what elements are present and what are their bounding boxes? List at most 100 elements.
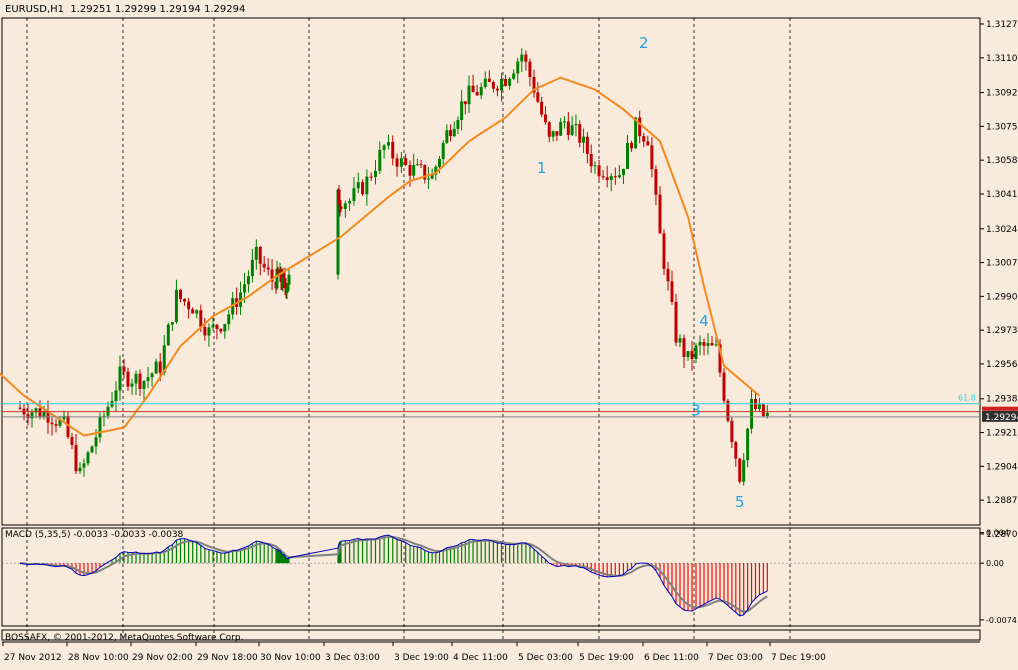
candle-bearish: [650, 145, 654, 170]
ohlc-label: 1.29251 1.29299 1.29194 1.29294: [70, 4, 246, 15]
price-tick-label: 1.30585: [986, 156, 1018, 166]
price-tick-label: 1.30755: [986, 122, 1018, 132]
candle-bullish: [78, 467, 82, 472]
symbol-header: EURUSD,H1 1.29251 1.29299 1.29194 1.2929…: [5, 4, 245, 15]
time-tick-label: 29 Nov 02:00: [132, 653, 193, 663]
candle-bullish: [378, 149, 382, 171]
candle-bearish: [536, 92, 540, 102]
candle-bullish: [174, 289, 178, 323]
fib-level-label: 61.8: [958, 394, 976, 403]
candle-bullish: [574, 124, 578, 126]
candle-bearish: [666, 268, 670, 282]
candle-bullish: [286, 284, 290, 288]
candle-bearish: [463, 101, 467, 105]
candle-bearish: [722, 372, 726, 401]
candle-bullish: [275, 268, 279, 289]
candle-bearish: [475, 92, 479, 96]
candle-bearish: [738, 458, 742, 482]
candle-bearish: [646, 141, 650, 146]
candle-bullish: [211, 324, 215, 328]
candle-bullish: [678, 338, 682, 343]
candle-bullish: [231, 298, 235, 315]
candle-bearish: [630, 142, 634, 149]
macd-main-line: [19, 534, 768, 617]
time-tick-label: 28 Nov 10:00: [68, 653, 129, 663]
candle-bearish: [670, 281, 674, 302]
candle-bullish: [130, 383, 134, 387]
candle-bullish: [281, 274, 285, 287]
candle-bullish: [593, 165, 597, 167]
candle-bullish: [415, 164, 419, 166]
candle-bullish: [134, 373, 138, 384]
candle-bullish: [609, 176, 613, 180]
macd-frame: [1, 527, 981, 627]
wave-label-2: 2: [639, 34, 649, 52]
candle-bearish: [734, 442, 738, 459]
candle-bearish: [540, 101, 544, 115]
candle-bearish: [404, 158, 408, 165]
candle-bearish: [597, 165, 601, 177]
candle-bearish: [495, 88, 499, 91]
candle-bullish: [227, 314, 231, 325]
candle-bearish: [74, 445, 78, 472]
candle-bullish: [98, 416, 102, 438]
time-tick-label: 5 Dec 19:00: [579, 653, 634, 663]
price-tick-label: 1.30070: [986, 259, 1018, 269]
candle-bearish: [491, 81, 495, 89]
candle-bullish: [445, 130, 449, 143]
candle-bearish: [654, 169, 658, 195]
candle-bullish: [336, 189, 340, 275]
bid-price-box: [982, 406, 1018, 411]
wave-label-5: 5: [735, 493, 745, 511]
candle-bullish: [742, 460, 746, 482]
price-tick-label: 1.29385: [986, 395, 1018, 405]
candle-bullish: [285, 287, 289, 293]
candle-bullish: [374, 170, 377, 178]
candle-bullish: [563, 121, 566, 123]
candle-bearish: [138, 373, 142, 389]
candle-bullish: [154, 361, 158, 374]
candle-bearish: [187, 301, 191, 310]
candle-bearish: [532, 77, 536, 93]
candle-bearish: [276, 268, 280, 274]
price-tick-label: 1.28705: [986, 530, 1018, 540]
candle-bullish: [750, 398, 754, 429]
candle-bearish: [337, 189, 341, 204]
candle-bullish: [512, 73, 516, 79]
candle-bullish: [426, 178, 430, 180]
candle-bullish: [508, 78, 512, 86]
time-tick-label: 7 Dec 03:00: [708, 653, 763, 663]
candle-bearish: [613, 176, 617, 178]
candle-bullish: [694, 345, 698, 360]
candle-bullish: [195, 310, 199, 314]
candle-bullish: [452, 128, 456, 137]
candle-bullish: [356, 182, 360, 189]
candle-bullish: [765, 412, 769, 416]
candle-bullish: [118, 366, 122, 391]
candle-bearish: [419, 164, 423, 166]
wave-label-4: 4: [699, 312, 709, 330]
candle-bullish: [90, 446, 94, 453]
candle-bullish: [162, 345, 166, 373]
macd-tick-label: -0.0074: [986, 616, 1017, 625]
macd-tick-label: 0.00: [986, 559, 1004, 568]
candle-bearish: [524, 54, 528, 62]
candle-bullish: [30, 412, 34, 419]
candle-bullish: [714, 344, 718, 346]
candle-bearish: [674, 301, 678, 343]
candle-bearish: [395, 158, 399, 167]
price-tick-label: 1.30415: [986, 190, 1018, 200]
candle-bullish: [58, 419, 62, 426]
candle-bullish: [698, 342, 702, 346]
candle-bullish: [352, 188, 356, 202]
candle-bearish: [122, 366, 126, 372]
candle-bullish: [434, 166, 438, 175]
candle-bearish: [682, 338, 686, 358]
candle-bullish: [570, 125, 574, 135]
time-tick-label: 29 Nov 18:00: [197, 653, 258, 663]
candle-bearish: [369, 176, 373, 178]
candle-bullish: [686, 351, 690, 358]
candle-bearish: [578, 124, 582, 143]
candle-bullish: [746, 428, 750, 461]
